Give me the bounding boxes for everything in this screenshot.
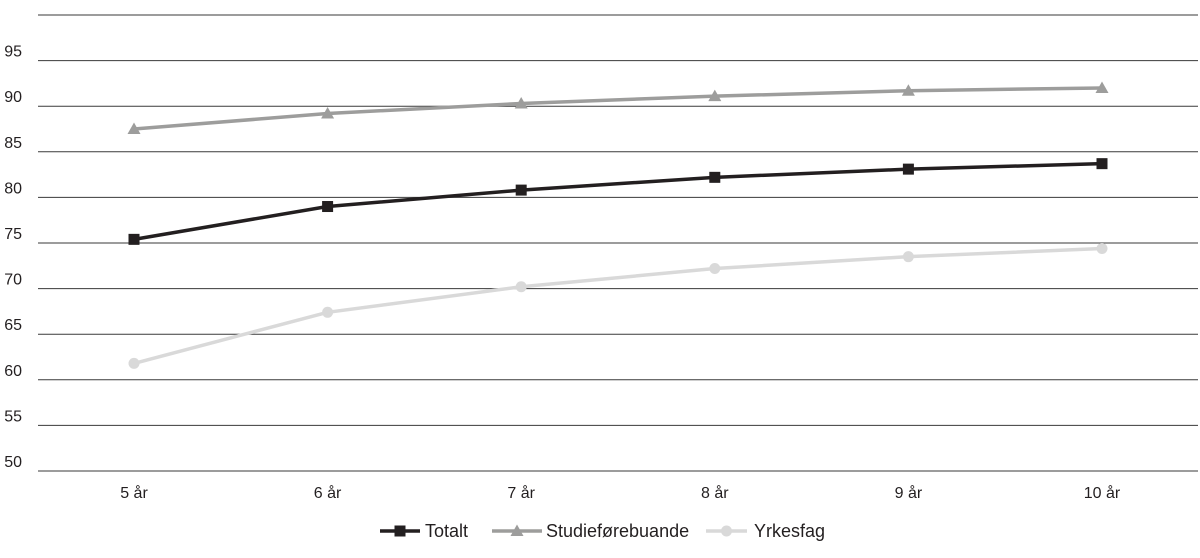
y-tick-label: 70 xyxy=(4,272,22,289)
y-tick-label: 95 xyxy=(4,44,22,61)
legend-swatch-marker xyxy=(721,525,732,537)
data-point-totalt xyxy=(128,233,140,245)
y-tick-label: 85 xyxy=(4,135,22,152)
legend-item-yrkesfag: Yrkesfag xyxy=(706,521,825,541)
y-tick-label: 55 xyxy=(4,408,22,425)
x-tick-label: 7 år xyxy=(507,484,535,502)
legend: Totalt Studieførebuande Yrkesfag xyxy=(380,521,825,541)
data-point-yrkesfag xyxy=(1096,242,1108,254)
x-tick-label: 9 år xyxy=(895,484,923,502)
data-point-studief-rebuande xyxy=(901,84,915,96)
data-point-yrkesfag xyxy=(128,357,140,369)
y-tick-label: 50 xyxy=(4,454,22,471)
series-layer xyxy=(127,81,1109,369)
data-point-yrkesfag xyxy=(902,251,914,263)
data-point-totalt xyxy=(322,201,334,213)
data-point-totalt xyxy=(515,184,527,196)
y-tick-label: 80 xyxy=(4,180,22,197)
data-point-studief-rebuande xyxy=(1095,81,1109,93)
y-axis-tick-labels: 50 55 60 65 70 75 80 85 90 95 xyxy=(4,44,22,471)
data-point-studief-rebuande xyxy=(321,106,335,119)
legend-item-studief-rebuande: Studieførebuande xyxy=(492,521,689,541)
data-point-yrkesfag xyxy=(322,306,334,318)
legend-swatch-marker xyxy=(510,524,524,536)
y-tick-label: 60 xyxy=(4,363,22,380)
x-axis-tick-labels: 5 år 6 år 7 år 8 år 9 år 10 år xyxy=(120,484,1121,502)
data-point-yrkesfag xyxy=(709,263,721,275)
series-line-studief-rebuande xyxy=(133,86,1103,131)
series-line-yrkesfag xyxy=(133,246,1103,366)
legend-label: Studieførebuande xyxy=(546,521,689,541)
data-point-totalt xyxy=(709,171,721,183)
x-tick-label: 6 år xyxy=(314,484,342,502)
x-tick-label: 8 år xyxy=(701,484,729,502)
series-totalt xyxy=(128,158,1108,245)
legend-swatch-marker xyxy=(394,525,406,537)
data-point-studief-rebuande xyxy=(708,89,722,102)
y-tick-label: 90 xyxy=(4,89,22,106)
data-point-studief-rebuande xyxy=(127,122,141,134)
data-point-totalt xyxy=(902,163,914,175)
data-point-yrkesfag xyxy=(515,281,527,293)
y-tick-label: 65 xyxy=(4,317,22,334)
grid-lines xyxy=(38,14,1198,472)
data-point-totalt xyxy=(1096,158,1108,170)
legend-label: Yrkesfag xyxy=(754,521,825,541)
legend-item-totalt: Totalt xyxy=(380,521,468,541)
series-studief-rebuande xyxy=(127,81,1109,134)
y-tick-label: 75 xyxy=(4,226,22,243)
x-tick-label: 5 år xyxy=(120,484,148,502)
x-tick-label: 10 år xyxy=(1084,484,1121,502)
legend-label: Totalt xyxy=(425,521,468,541)
data-point-studief-rebuande xyxy=(514,96,528,109)
series-line-totalt xyxy=(133,161,1103,242)
series-yrkesfag xyxy=(128,242,1108,369)
